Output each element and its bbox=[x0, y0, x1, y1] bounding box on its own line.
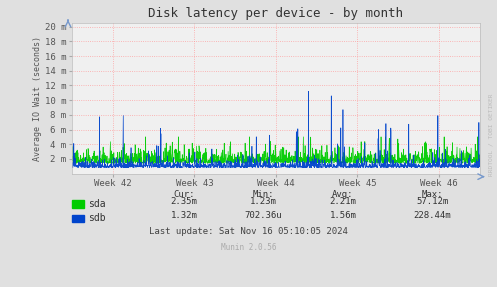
Title: Disk latency per device - by month: Disk latency per device - by month bbox=[148, 7, 404, 20]
Text: 1.56m: 1.56m bbox=[330, 211, 356, 220]
Text: Min:: Min: bbox=[252, 190, 274, 199]
Text: Avg:: Avg: bbox=[332, 190, 354, 199]
Text: Cur:: Cur: bbox=[173, 190, 195, 199]
Y-axis label: Average IO Wait (seconds): Average IO Wait (seconds) bbox=[33, 36, 42, 161]
Text: Last update: Sat Nov 16 05:10:05 2024: Last update: Sat Nov 16 05:10:05 2024 bbox=[149, 227, 348, 236]
Text: 1.32m: 1.32m bbox=[170, 211, 197, 220]
Text: Munin 2.0.56: Munin 2.0.56 bbox=[221, 243, 276, 252]
Text: 57.12m: 57.12m bbox=[416, 197, 448, 206]
Text: 702.36u: 702.36u bbox=[245, 211, 282, 220]
Text: 228.44m: 228.44m bbox=[414, 211, 451, 220]
Text: RRDTOOL / TOBI OETIKER: RRDTOOL / TOBI OETIKER bbox=[489, 94, 494, 176]
Text: 2.21m: 2.21m bbox=[330, 197, 356, 206]
Text: sda: sda bbox=[88, 199, 106, 209]
Text: 2.35m: 2.35m bbox=[170, 197, 197, 206]
Text: Max:: Max: bbox=[421, 190, 443, 199]
Text: 1.23m: 1.23m bbox=[250, 197, 277, 206]
Text: sdb: sdb bbox=[88, 213, 106, 223]
